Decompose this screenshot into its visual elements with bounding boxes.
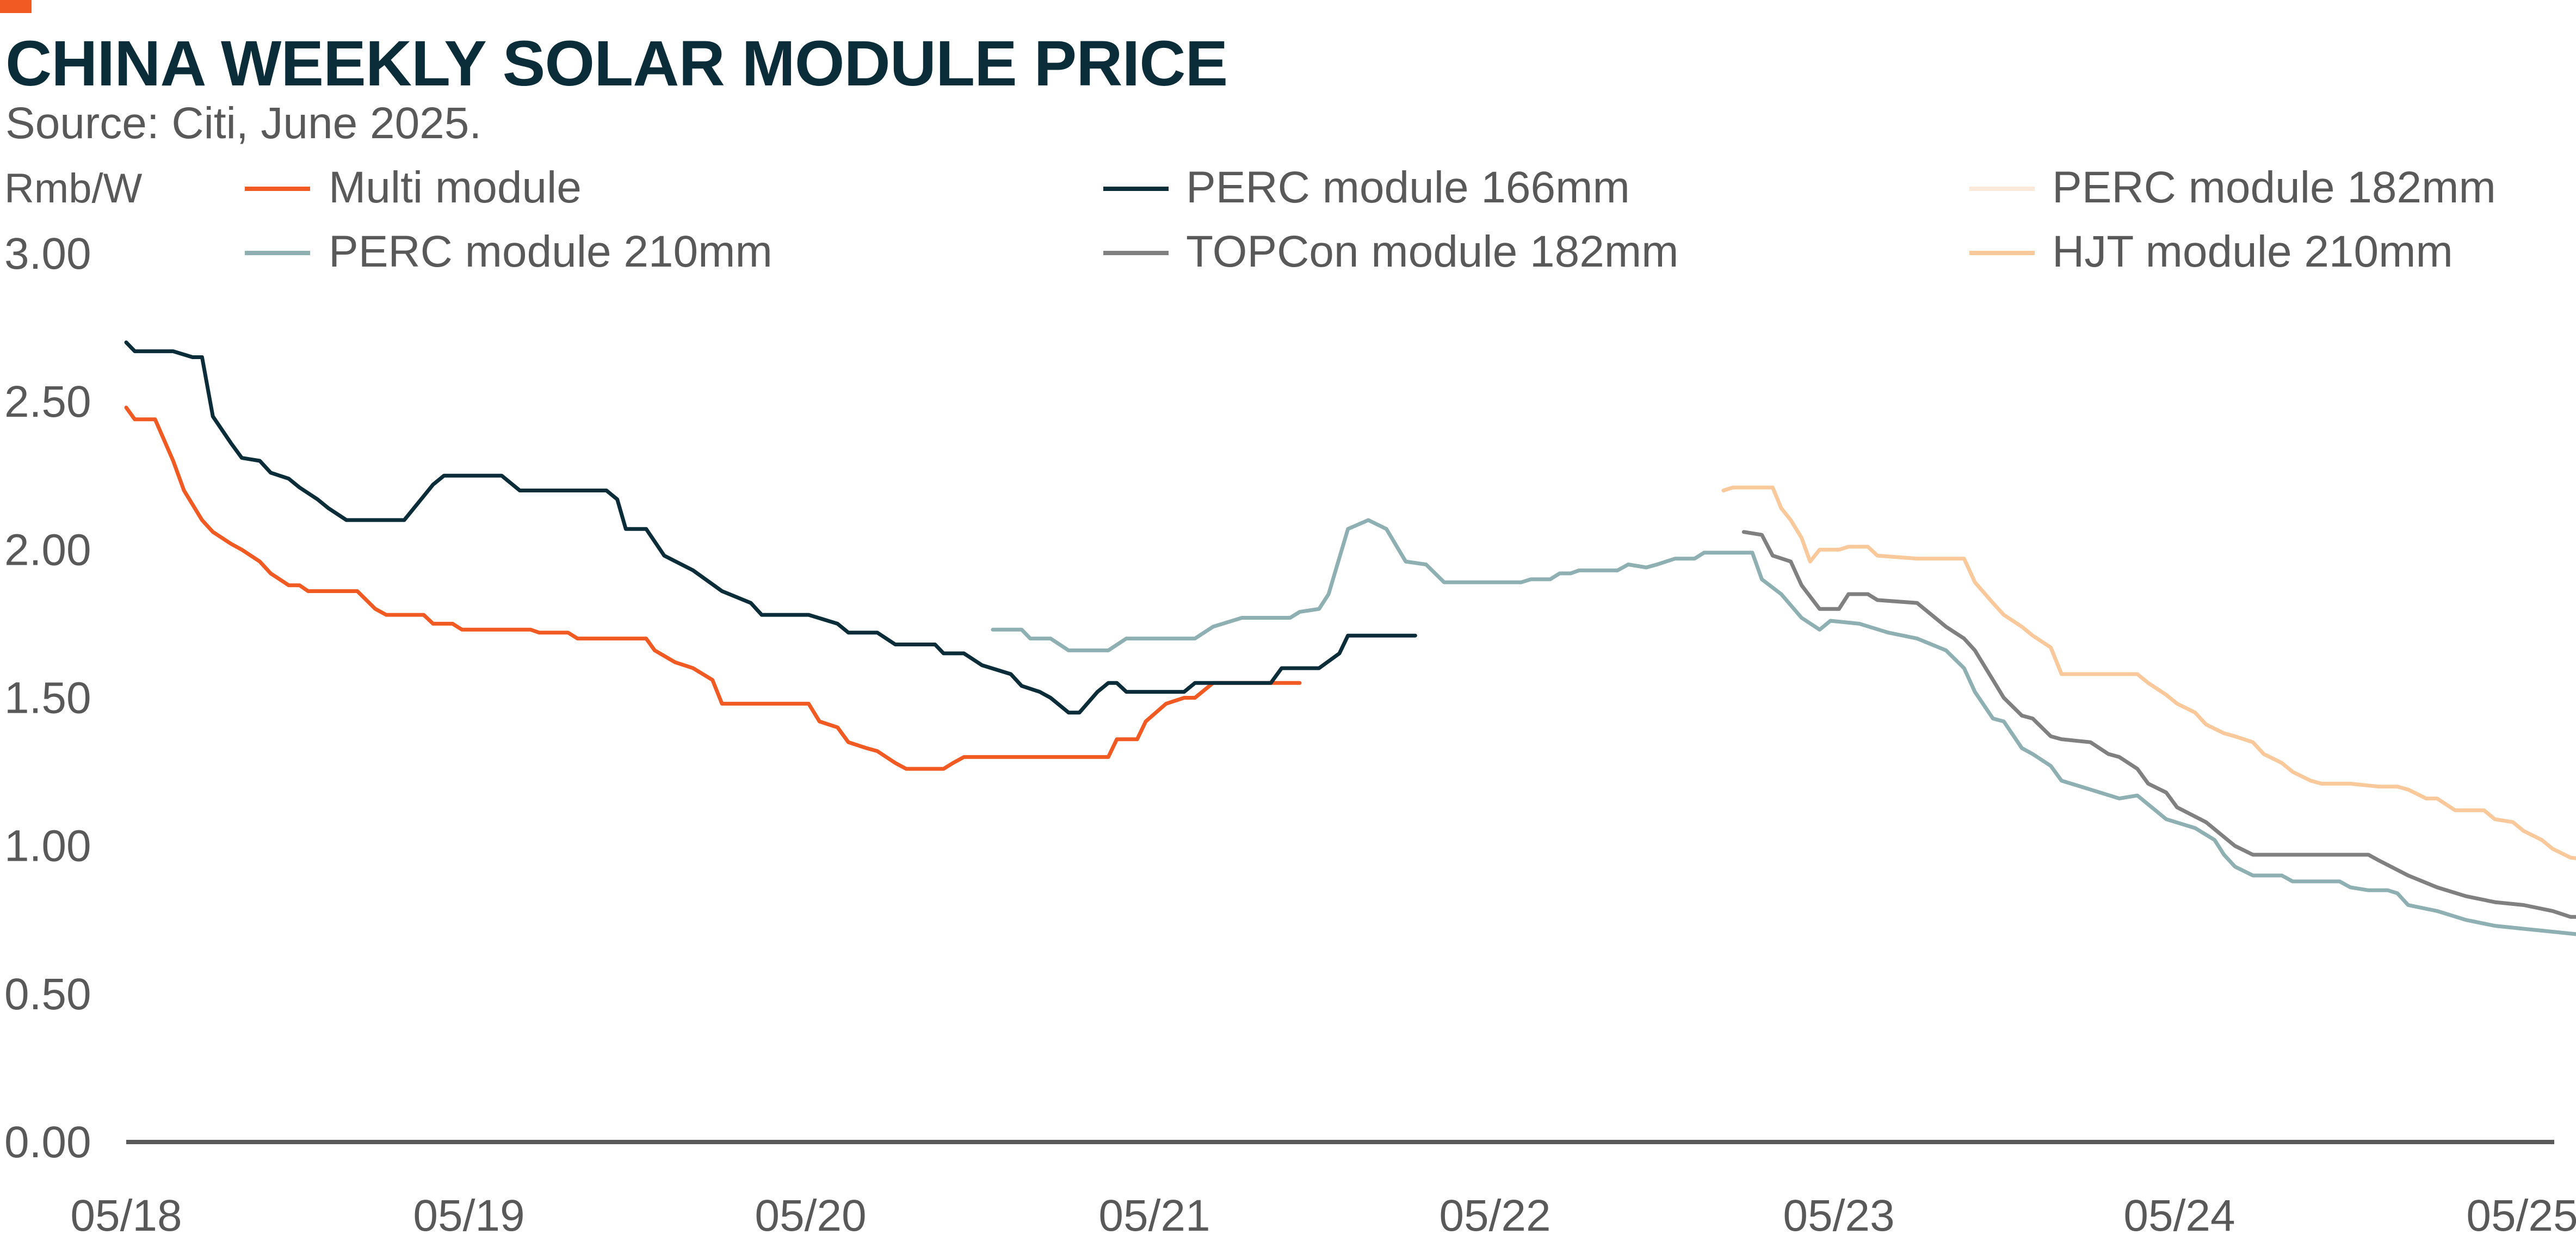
chart-subtitle: Source: Citi, June 2025. [5,98,482,148]
legend-label: PERC module 182mm [2052,163,2496,212]
legend-item: Multi module [245,163,582,212]
x-axis: 05/18 05/19 05/20 05/21 05/22 05/23 05/24 05/25 [70,1140,2576,1240]
accent-bar [0,0,32,13]
x-tick-label: 05/25 [2466,1191,2576,1240]
x-tick-label: 05/24 [2123,1191,2235,1240]
y-tick-label: 0.00 [4,1118,91,1167]
y-tick-label: 2.00 [4,525,91,575]
series-line [124,340,1417,715]
series-lines [124,340,2576,936]
series-line [124,405,1302,771]
legend-label: PERC module 210mm [329,227,773,276]
y-axis: Rmb/W 0.00 0.50 1.00 1.50 2.00 2.50 3.00 [4,165,143,1167]
y-tick-label: 0.50 [4,970,91,1019]
y-tick-label: 1.00 [4,822,91,871]
x-tick-label: 05/18 [70,1191,182,1240]
x-tick-label: 05/21 [1098,1191,1210,1240]
x-tick-label: 05/23 [1783,1191,1894,1240]
x-tick-label: 05/22 [1439,1191,1550,1240]
legend-item: HJT module 210mm [1969,227,2453,276]
y-tick-label: 3.00 [4,229,91,279]
y-tick-label: 2.50 [4,377,91,427]
legend-label: HJT module 210mm [2052,227,2453,276]
legend-item: PERC module 182mm [1969,163,2496,212]
legend-item: TOPCon module 182mm [1103,227,1678,276]
series-line [1741,530,2576,919]
legend-label: PERC module 166mm [1186,163,1630,212]
x-tick-label: 05/20 [755,1191,866,1240]
legend-item: PERC module 210mm [245,227,773,276]
y-axis-unit-label: Rmb/W [4,165,143,212]
series-line [991,518,2576,936]
chart-title: CHINA WEEKLY SOLAR MODULE PRICE [5,28,1228,100]
legend-label: Multi module [329,163,582,212]
legend: Multi module PERC module 166mm PERC module… [245,163,2496,276]
y-tick-label: 1.50 [4,674,91,723]
series-line [1721,485,2576,860]
legend-label: TOPCon module 182mm [1186,227,1678,276]
x-tick-label: 05/19 [413,1191,524,1240]
legend-item: PERC module 166mm [1103,163,1630,212]
